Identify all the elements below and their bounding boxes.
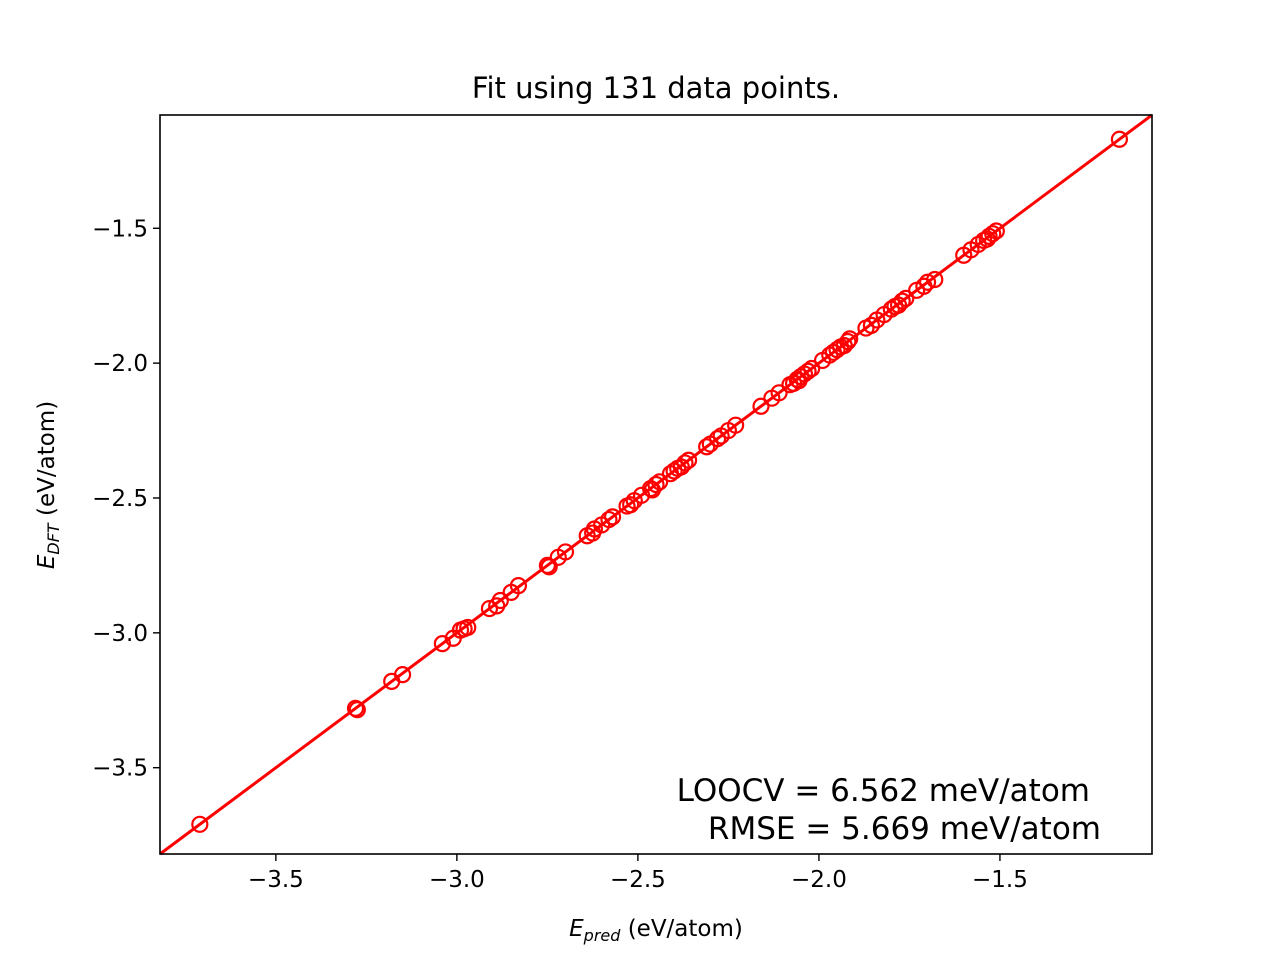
data-point <box>393 666 412 684</box>
y-tick-label: −2.5 <box>92 486 148 512</box>
data-point <box>622 496 640 514</box>
data-point <box>839 332 857 351</box>
data-point <box>538 556 556 575</box>
data-point <box>1110 130 1129 148</box>
points-layer <box>191 130 1129 833</box>
data-point <box>651 473 669 491</box>
data-point <box>803 359 821 378</box>
data-point <box>346 699 365 717</box>
data-point <box>540 558 558 576</box>
y-tick-label: −3.0 <box>92 621 148 647</box>
data-point <box>480 599 499 618</box>
data-point <box>893 292 911 310</box>
x-axis-label: Epred (eV/atom) <box>569 916 743 945</box>
data-point <box>191 815 209 833</box>
data-point <box>603 508 622 526</box>
x-tick-label: −3.0 <box>429 867 485 893</box>
x-tick-label: −3.5 <box>248 867 304 893</box>
reference-line <box>159 113 1153 856</box>
y-axis-ticks: −3.5 −3.0 −2.5 −2.0 −1.5 <box>92 216 160 782</box>
data-point <box>348 701 366 719</box>
data-point <box>459 618 477 637</box>
data-point <box>862 316 881 334</box>
data-point <box>897 289 915 308</box>
y-tick-label: −2.0 <box>92 351 148 377</box>
y-tick-label: −3.5 <box>92 756 148 782</box>
data-point <box>556 543 575 561</box>
data-point <box>679 451 698 469</box>
x-tick-label: −1.5 <box>972 867 1028 893</box>
data-point <box>698 438 716 456</box>
y-axis-label: EDFT (eV/atom) <box>34 401 63 569</box>
data-point <box>727 416 745 434</box>
data-point <box>987 222 1005 240</box>
plot-frame <box>159 114 1153 855</box>
data-point <box>600 510 618 529</box>
data-point <box>799 362 817 380</box>
data-point <box>926 270 944 289</box>
data-point <box>752 397 770 415</box>
data-point <box>491 591 509 610</box>
chart-title: Fit using 131 data points. <box>472 71 840 105</box>
x-tick-label: −2.0 <box>791 867 847 893</box>
data-point <box>433 635 451 653</box>
data-point <box>918 273 937 291</box>
plot-area <box>159 113 1153 856</box>
x-tick-label: −2.5 <box>610 867 666 893</box>
data-point <box>841 330 859 348</box>
data-point <box>770 384 788 402</box>
data-point <box>984 225 1002 243</box>
data-point <box>676 454 694 472</box>
data-point <box>647 475 665 494</box>
data-point <box>708 430 727 448</box>
x-axis-ticks: −3.5 −3.0 −2.5 −2.0 −1.5 <box>248 854 1028 893</box>
data-point <box>509 577 528 595</box>
y-tick-label: −1.5 <box>92 216 148 242</box>
rmse-annotation: RMSE = 5.669 meV/atom <box>708 811 1101 847</box>
loocv-annotation: LOOCV = 6.562 meV/atom <box>677 773 1090 809</box>
